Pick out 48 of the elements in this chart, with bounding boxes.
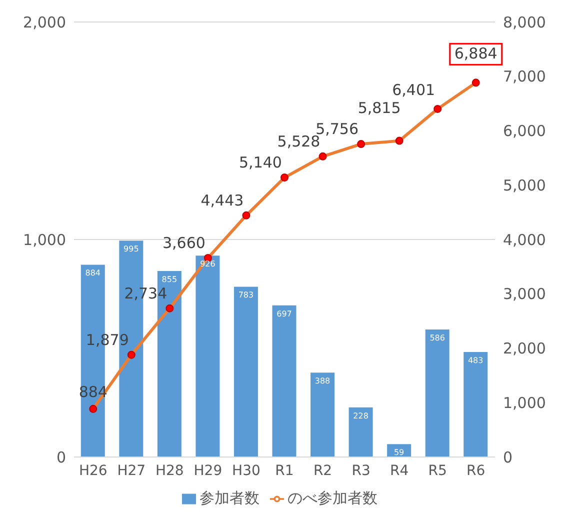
y-tick-label: 1,000 (23, 230, 66, 249)
y-tick-label: 2,000 (23, 13, 66, 32)
bar (310, 372, 335, 457)
y-tick-label: 0 (56, 448, 66, 466)
bar (272, 305, 296, 457)
x-tick-label: H29 (194, 462, 222, 479)
y2-tick-label: 0 (503, 448, 513, 466)
bar (196, 256, 220, 457)
y2-tick-label: 6,000 (503, 122, 546, 140)
x-tick-label: H26 (78, 462, 108, 479)
x-tick-label: R3 (352, 462, 370, 479)
data-label: 6,884 (454, 44, 498, 63)
data-label: 5,815 (358, 98, 401, 117)
x-tick-label: H28 (156, 462, 184, 479)
bar (464, 352, 488, 457)
x-tick-label: R5 (428, 462, 447, 479)
data-label: 4,443 (200, 191, 244, 210)
legend-label: のべ参加者数 (288, 489, 378, 507)
data-label: 586 (430, 334, 445, 343)
bar (348, 407, 373, 457)
data-label: 483 (468, 356, 484, 365)
bar (234, 286, 258, 457)
y2-tick-label: 8,000 (503, 13, 546, 32)
y2-tick-label: 5,000 (503, 176, 546, 194)
data-label: 783 (238, 290, 254, 300)
y2-tick-label: 7,000 (503, 68, 546, 86)
x-tick-label: H27 (117, 462, 146, 479)
bar (425, 330, 450, 457)
data-label: 59 (394, 448, 404, 458)
x-tick-label: R2 (313, 462, 332, 479)
y2-tick-label: 1,000 (503, 394, 546, 412)
x-tick-label: R1 (275, 462, 294, 479)
data-label: 228 (353, 411, 368, 420)
data-label: 5,140 (239, 154, 282, 172)
x-tick-label: R4 (390, 462, 409, 479)
y2-tick-label: 3,000 (503, 285, 546, 304)
data-label: 995 (124, 244, 139, 254)
legend-label: 参加者数 (200, 489, 260, 507)
data-label: 855 (162, 275, 178, 284)
data-label: 388 (314, 376, 330, 386)
y2-tick-label: 4,000 (503, 230, 546, 249)
data-label: 697 (276, 309, 292, 318)
data-label: 6,401 (392, 80, 436, 99)
y2-tick-label: 2,000 (503, 340, 546, 358)
x-tick-label: H30 (232, 462, 260, 479)
data-label: 884 (85, 268, 101, 278)
data-label: 3,660 (162, 234, 206, 252)
x-tick-label: R6 (466, 462, 486, 479)
